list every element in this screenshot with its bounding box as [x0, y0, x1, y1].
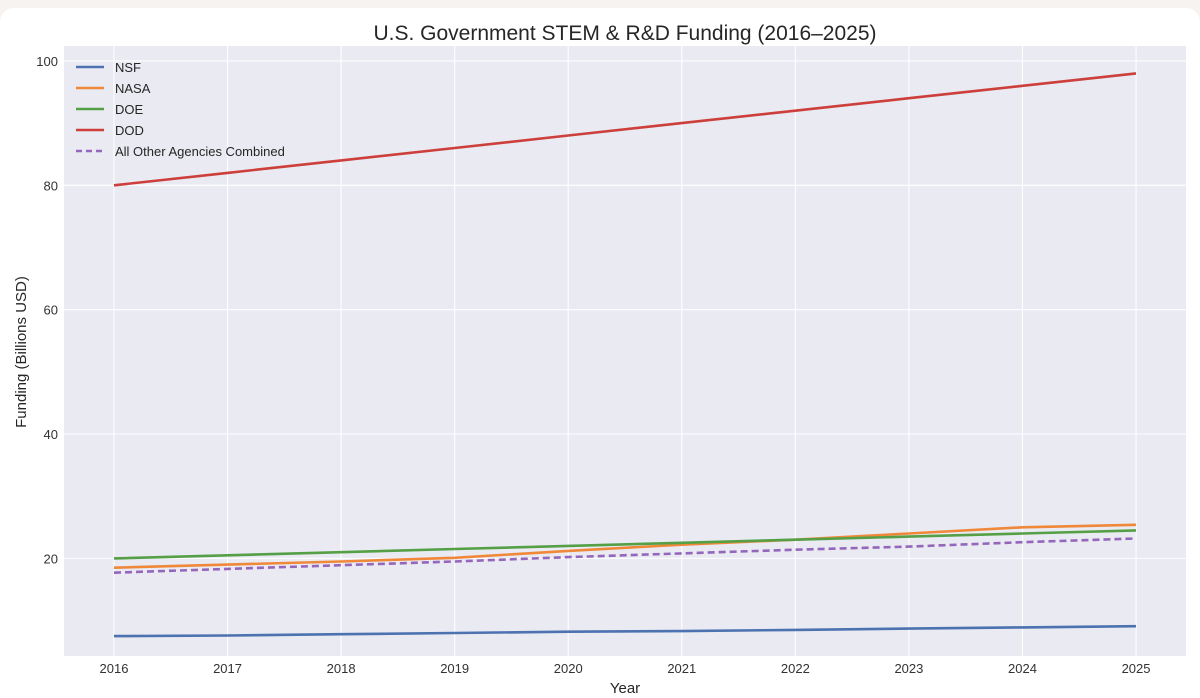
legend-label: NASA — [115, 81, 151, 96]
x-tick-label: 2020 — [554, 661, 583, 676]
y-tick-label: 80 — [44, 178, 58, 193]
legend-label: DOD — [115, 123, 144, 138]
legend-label: All Other Agencies Combined — [115, 144, 285, 159]
y-tick-labels: 20 40 60 80 100 — [36, 54, 58, 566]
series-line-nasa — [113, 523, 1137, 569]
series-line-dod — [113, 72, 1137, 187]
legend-label: DOE — [115, 102, 144, 117]
series-line-doe — [113, 529, 1137, 560]
series-lines — [113, 72, 1137, 638]
x-tick-label: 2021 — [667, 661, 696, 676]
x-tick-label: 2023 — [894, 661, 923, 676]
legend-label: NSF — [115, 60, 141, 75]
x-tick-label: 2017 — [213, 661, 242, 676]
series-line-nsf — [113, 624, 1137, 638]
y-tick-label: 40 — [44, 427, 58, 442]
y-tick-label: 20 — [44, 551, 58, 566]
x-tick-label: 2018 — [327, 661, 356, 676]
x-tick-label: 2016 — [100, 661, 129, 676]
x-tick-label: 2022 — [781, 661, 810, 676]
chart-title: U.S. Government STEM & R&D Funding (2016… — [373, 22, 876, 45]
x-tick-labels: 2016 2017 2018 2019 2020 2021 2022 2023 2024 2025 — [100, 661, 1151, 676]
x-axis-label: Year — [610, 680, 640, 697]
y-tick-label: 60 — [44, 303, 58, 318]
x-tick-label: 2025 — [1122, 661, 1151, 676]
line-chart: 20 40 60 80 100 2016 2017 2018 2019 2020 2021 2022… — [13, 22, 1186, 697]
y-axis-label: Funding (Billions USD) — [13, 276, 30, 428]
legend: NSF NASA DOE DOD All Other Agencies Combined — [76, 60, 285, 159]
series-line-all-other-agencies-combined — [113, 537, 1137, 574]
x-tick-label: 2019 — [440, 661, 469, 676]
x-tick-label: 2024 — [1008, 661, 1037, 676]
figure-frame: 20 40 60 80 100 2016 2017 2018 2019 2020 2021 2022… — [0, 8, 1200, 698]
y-tick-label: 100 — [36, 54, 58, 69]
